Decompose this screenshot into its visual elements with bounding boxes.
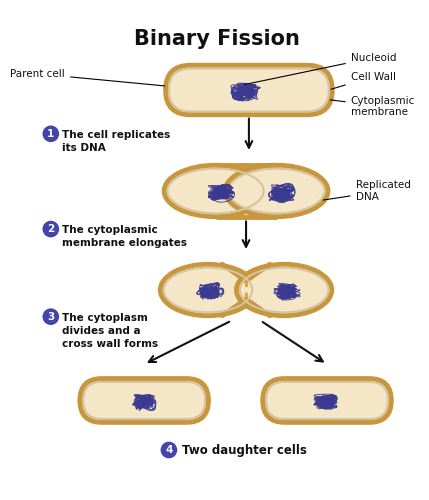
Text: Cytoplasmic
membrane: Cytoplasmic membrane [330, 96, 415, 118]
Text: 1: 1 [47, 129, 54, 139]
Text: The cytoplasm
divides and a
cross wall forms: The cytoplasm divides and a cross wall f… [62, 313, 158, 350]
Text: Parent cell: Parent cell [10, 69, 165, 86]
FancyBboxPatch shape [263, 378, 391, 422]
Circle shape [43, 222, 58, 236]
FancyBboxPatch shape [166, 65, 332, 115]
Text: 4: 4 [165, 445, 172, 455]
Ellipse shape [225, 165, 328, 216]
Text: Cell Wall: Cell Wall [331, 72, 396, 89]
Circle shape [43, 309, 58, 324]
Ellipse shape [160, 264, 256, 316]
Text: The cytoplasmic
membrane elongates: The cytoplasmic membrane elongates [62, 225, 187, 248]
FancyBboxPatch shape [80, 378, 208, 422]
Bar [216, 170, 277, 212]
Ellipse shape [236, 264, 332, 316]
Circle shape [43, 126, 58, 142]
Text: Two daughter cells: Two daughter cells [182, 444, 307, 456]
Text: 3: 3 [47, 312, 54, 322]
Text: Binary Fission: Binary Fission [133, 29, 299, 49]
Circle shape [161, 442, 176, 458]
Text: Replicated
DNA: Replicated DNA [323, 180, 411, 202]
Bar [208, 274, 284, 306]
Text: 2: 2 [47, 224, 54, 234]
Ellipse shape [164, 165, 267, 216]
Text: The cell replicates
its DNA: The cell replicates its DNA [62, 130, 170, 153]
Text: Nucleoid: Nucleoid [244, 52, 396, 84]
